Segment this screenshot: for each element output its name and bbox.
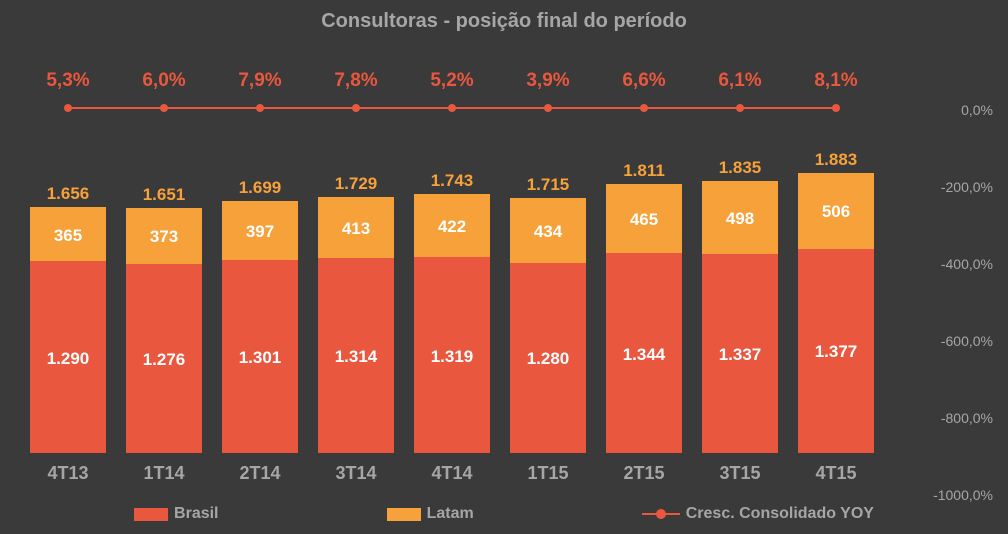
growth-marker bbox=[736, 104, 744, 112]
line-chart-overlay bbox=[30, 58, 900, 453]
legend-label: Latam bbox=[427, 505, 474, 523]
x-axis-category: 1T15 bbox=[510, 463, 586, 484]
legend-item: Cresc. Consolidado YOY bbox=[642, 505, 874, 523]
legend-swatch bbox=[134, 508, 168, 521]
secondary-y-tick: -1000,0% bbox=[933, 487, 993, 503]
plot-area: 1.2903651.6565,3%1.2763731.6516,0%1.3013… bbox=[30, 58, 900, 453]
x-axis-category: 4T13 bbox=[30, 463, 106, 484]
legend-label: Cresc. Consolidado YOY bbox=[686, 505, 874, 523]
secondary-y-tick: -200,0% bbox=[941, 179, 993, 195]
x-axis-category: 4T14 bbox=[414, 463, 490, 484]
secondary-y-tick: -400,0% bbox=[941, 256, 993, 272]
secondary-y-tick: -800,0% bbox=[941, 410, 993, 426]
growth-marker bbox=[160, 104, 168, 112]
growth-marker bbox=[832, 104, 840, 112]
growth-marker bbox=[544, 104, 552, 112]
growth-marker bbox=[448, 104, 456, 112]
secondary-y-tick: -600,0% bbox=[941, 333, 993, 349]
x-axis-category: 2T15 bbox=[606, 463, 682, 484]
legend-swatch bbox=[387, 508, 421, 521]
x-axis-category: 3T14 bbox=[318, 463, 394, 484]
chart-title: Consultoras - posição final do período bbox=[0, 10, 1008, 33]
growth-marker bbox=[64, 104, 72, 112]
secondary-y-tick: 0,0% bbox=[961, 102, 993, 118]
x-axis-category: 1T14 bbox=[126, 463, 202, 484]
growth-marker bbox=[640, 104, 648, 112]
growth-marker bbox=[352, 104, 360, 112]
legend-item: Brasil bbox=[134, 505, 218, 523]
growth-marker bbox=[256, 104, 264, 112]
x-axis-category: 3T15 bbox=[702, 463, 778, 484]
chart-container: Consultoras - posição final do período 1… bbox=[0, 0, 1008, 534]
legend-label: Brasil bbox=[174, 505, 218, 523]
legend-line-swatch bbox=[642, 507, 680, 521]
x-axis-category: 4T15 bbox=[798, 463, 874, 484]
legend: Brasil Latam Cresc. Consolidado YOY bbox=[50, 500, 958, 528]
x-axis-category: 2T14 bbox=[222, 463, 298, 484]
legend-item: Latam bbox=[387, 505, 474, 523]
